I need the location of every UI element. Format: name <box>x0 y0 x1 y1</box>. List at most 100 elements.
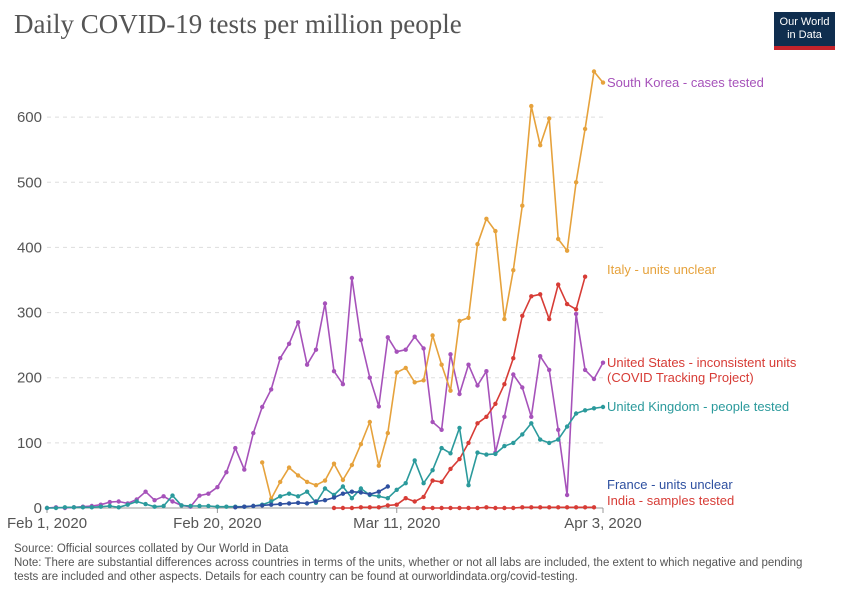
data-point <box>340 491 346 496</box>
data-point <box>556 427 561 432</box>
data-point <box>376 505 381 510</box>
data-point <box>538 505 543 510</box>
data-point <box>591 69 597 74</box>
series-line <box>261 70 604 500</box>
data-point <box>556 236 561 242</box>
series-label-line: United Kingdom - people tested <box>607 399 789 414</box>
owid-logo[interactable]: Our World in Data <box>774 12 835 50</box>
y-tick-label: 300 <box>17 305 42 322</box>
data-point <box>484 414 489 419</box>
y-tick-label: 400 <box>17 239 42 256</box>
data-point <box>421 481 426 486</box>
data-point <box>358 442 364 447</box>
data-point <box>556 505 561 510</box>
data-point <box>340 505 346 511</box>
data-point <box>44 505 50 511</box>
logo-line-2: in Data <box>787 29 822 41</box>
line-chart: 0 100 200 300 400 500 600 Feb 1, 2020 Feb 20, 2… <box>7 69 797 532</box>
data-point <box>295 500 301 505</box>
data-point <box>152 498 157 503</box>
data-point <box>547 367 552 373</box>
data-point <box>502 316 507 322</box>
data-point <box>448 352 453 357</box>
data-point <box>242 467 247 472</box>
data-point <box>62 505 68 510</box>
data-point <box>538 143 543 148</box>
data-point <box>179 503 184 508</box>
data-point <box>439 362 444 367</box>
y-tick-label: 100 <box>17 435 42 452</box>
data-point <box>376 494 381 499</box>
data-point <box>439 427 444 432</box>
data-point <box>295 494 301 499</box>
data-point <box>421 378 426 383</box>
data-point <box>529 103 534 109</box>
y-tick-label: 600 <box>17 109 42 126</box>
data-point <box>322 486 328 491</box>
data-point <box>278 494 283 499</box>
data-point <box>367 492 372 497</box>
data-point <box>430 478 435 483</box>
data-point <box>197 503 202 509</box>
data-point <box>520 432 525 437</box>
series-label-line: France - units unclear <box>607 477 733 492</box>
data-point <box>295 320 301 325</box>
data-point <box>547 440 552 446</box>
data-point <box>125 502 130 507</box>
data-point <box>475 421 480 426</box>
data-point <box>403 365 408 371</box>
data-point <box>421 494 426 500</box>
data-point <box>475 383 480 388</box>
data-point <box>349 496 355 501</box>
data-point <box>591 376 597 382</box>
data-point <box>457 425 462 431</box>
data-point <box>340 477 346 483</box>
data-point <box>573 180 579 185</box>
series-label: South Korea - cases tested <box>607 75 764 90</box>
data-point <box>529 414 534 419</box>
data-point <box>358 337 364 343</box>
data-point <box>591 406 597 411</box>
data-point <box>206 491 211 496</box>
data-point <box>197 493 202 498</box>
data-point <box>394 370 399 375</box>
data-point <box>134 499 139 504</box>
data-point <box>564 248 570 253</box>
series-south <box>44 275 606 511</box>
data-point <box>322 478 328 483</box>
data-point <box>502 414 507 419</box>
data-point <box>529 421 534 426</box>
data-point <box>493 401 498 406</box>
y-tick-label: 200 <box>17 370 42 387</box>
data-point <box>493 228 498 234</box>
data-point <box>313 499 319 504</box>
data-point <box>260 404 265 410</box>
data-point <box>116 505 121 510</box>
data-point <box>573 505 579 510</box>
data-point <box>394 487 399 492</box>
data-point <box>269 499 274 504</box>
data-point <box>493 505 498 511</box>
data-point <box>260 460 265 465</box>
data-point <box>53 505 59 511</box>
data-point <box>582 274 588 279</box>
data-point <box>233 505 238 510</box>
data-point <box>564 492 570 498</box>
data-point <box>152 504 157 509</box>
data-point <box>358 505 364 510</box>
data-point <box>313 483 319 488</box>
data-point <box>511 440 516 446</box>
data-point <box>385 496 390 501</box>
series-france <box>233 484 390 510</box>
data-point <box>251 503 256 509</box>
data-point <box>547 116 552 121</box>
data-point <box>412 458 417 463</box>
x-tick-label: Mar 11, 2020 <box>353 515 440 532</box>
data-point <box>224 504 229 509</box>
x-tick-label: Apr 3, 2020 <box>564 515 642 532</box>
logo-line-1: Our World <box>779 16 830 28</box>
data-point <box>600 360 606 365</box>
data-point <box>358 486 364 491</box>
data-point <box>367 419 372 425</box>
data-point <box>529 505 534 510</box>
